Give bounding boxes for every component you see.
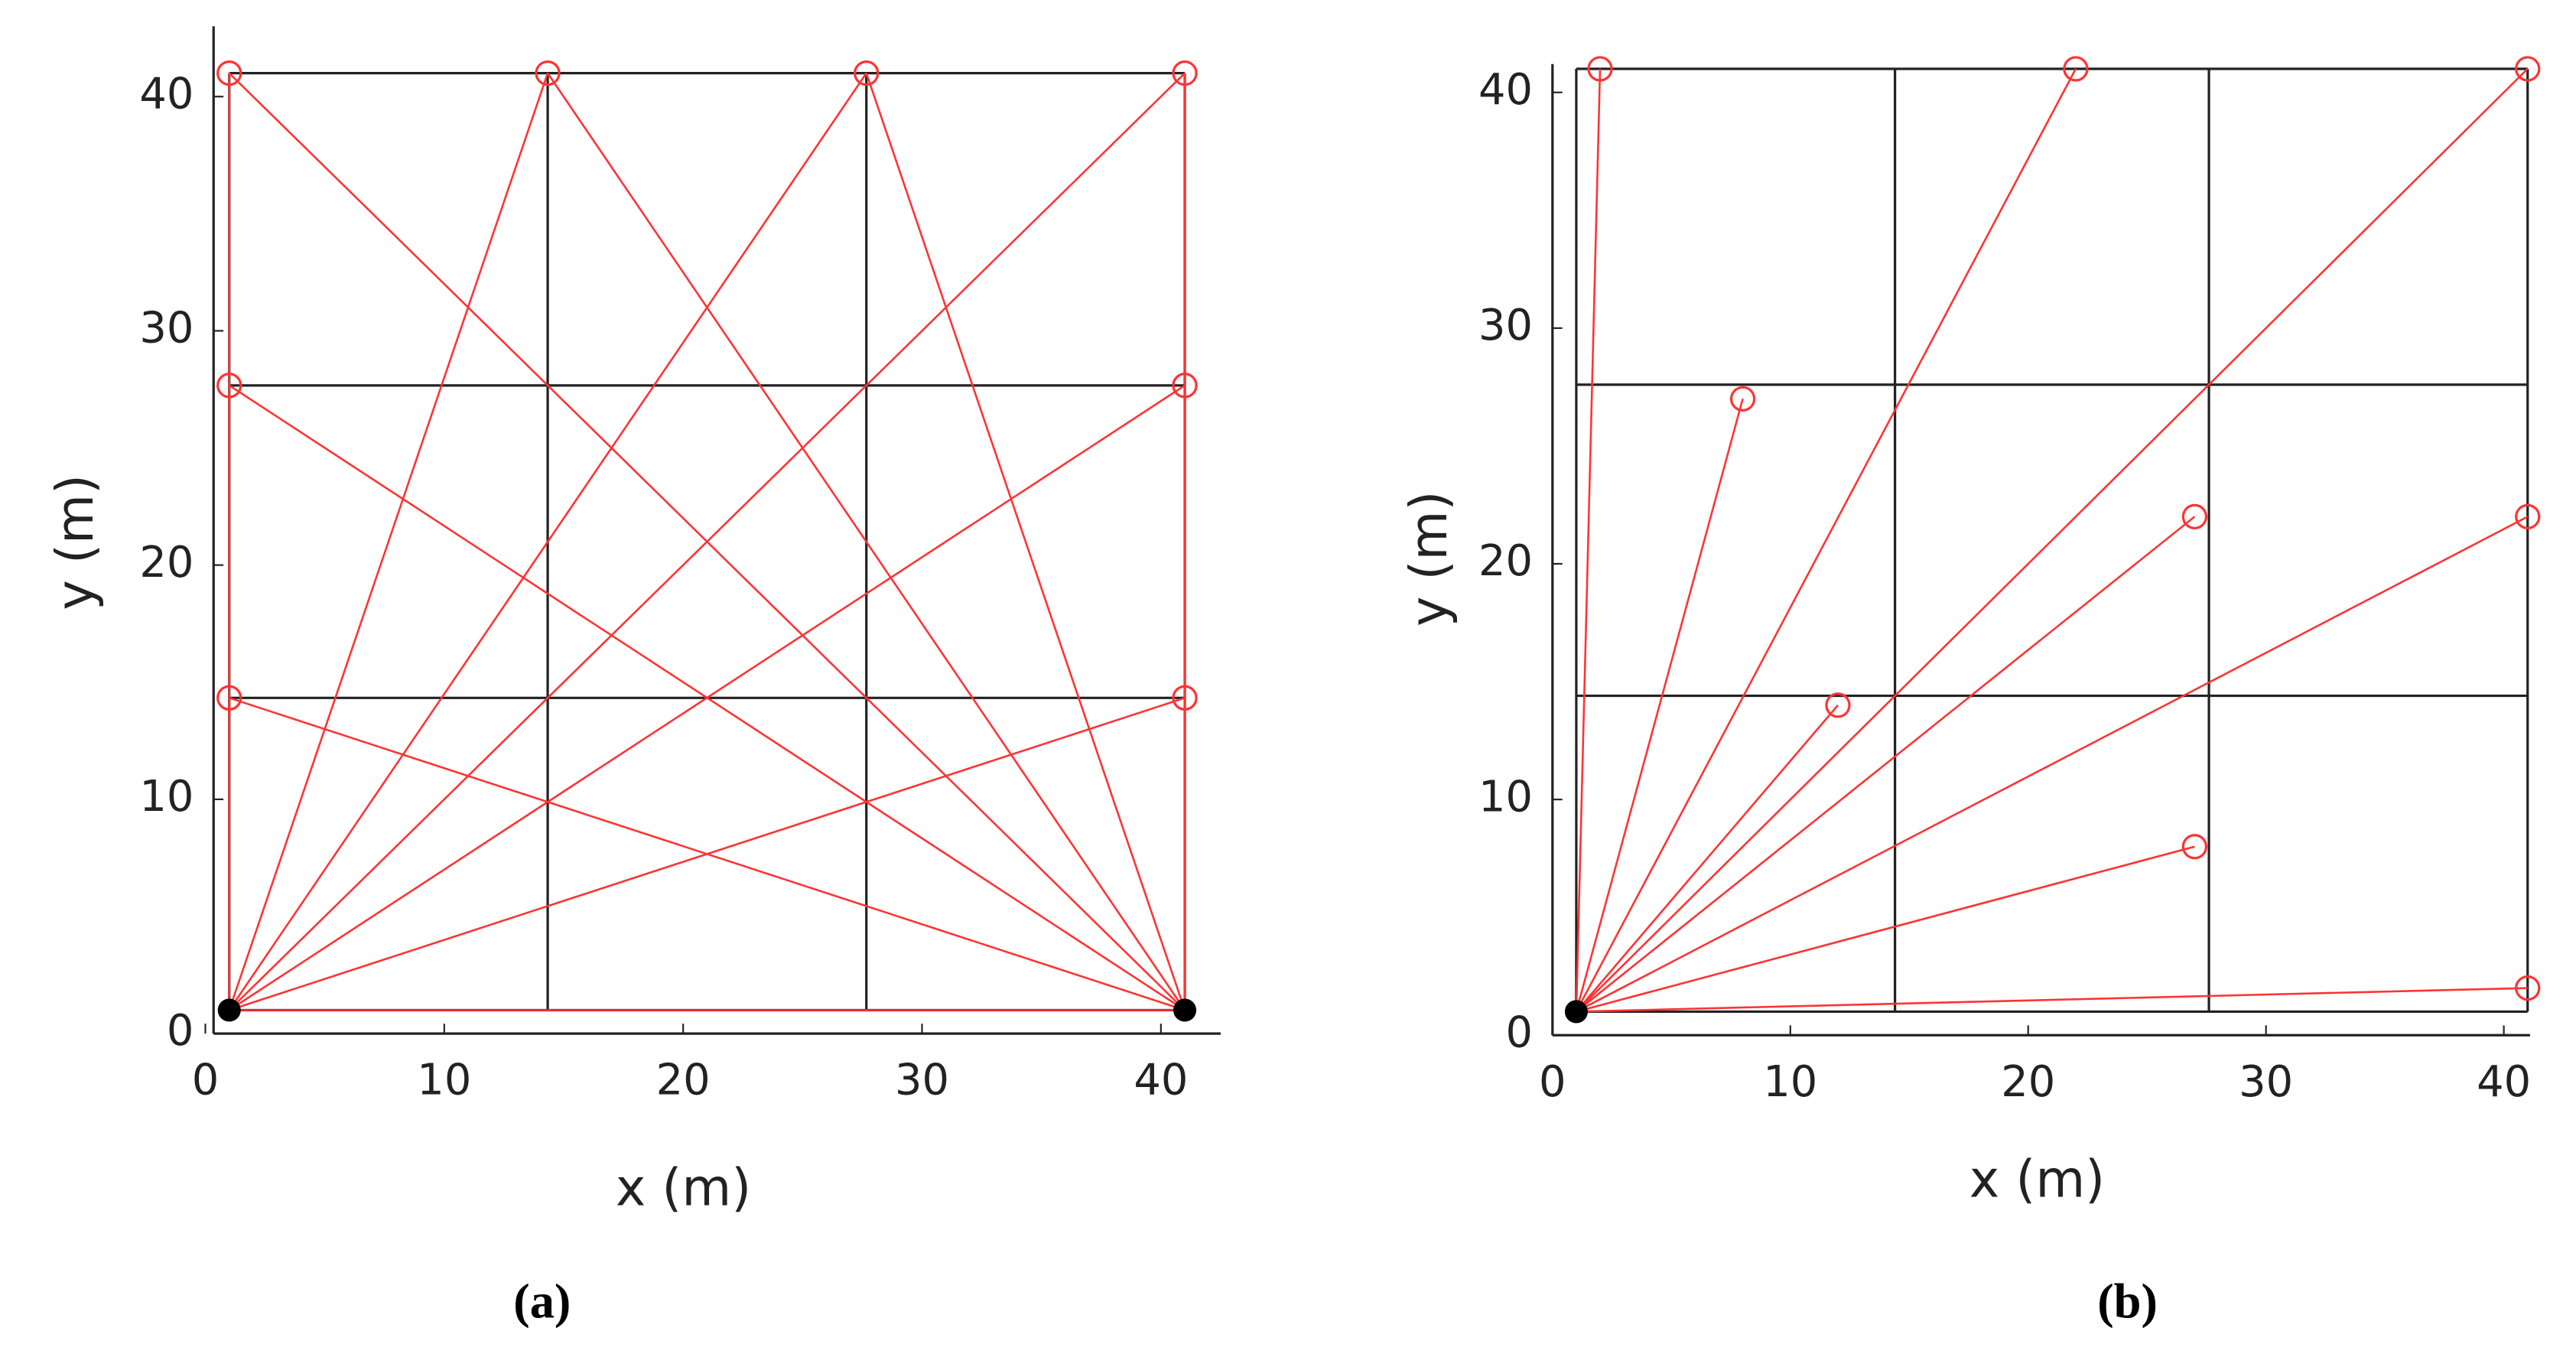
x-axis-label: x (m) — [616, 1157, 751, 1217]
x-tick-label: 10 — [417, 1056, 471, 1105]
y-tick-label: 10 — [139, 772, 194, 822]
anchor-point — [1564, 1000, 1588, 1024]
target-point — [1172, 373, 1198, 399]
x-tick-label: 20 — [656, 1056, 711, 1105]
link-line — [1576, 987, 2528, 1013]
y-tick-label: 20 — [1478, 536, 1533, 586]
target-point — [854, 60, 880, 86]
x-tick-label: 0 — [192, 1056, 220, 1105]
link-line — [228, 72, 867, 1011]
y-tick-label: 30 — [1478, 301, 1533, 350]
link-line — [1575, 68, 2077, 1013]
link-line — [1575, 705, 1839, 1013]
y-tick-label: 20 — [139, 538, 194, 587]
x-tick-label: 0 — [1539, 1057, 1566, 1107]
link-line — [547, 72, 1186, 1011]
target-point — [1172, 60, 1198, 86]
y-tick-label: 40 — [139, 69, 194, 119]
link-line — [1576, 516, 2196, 1013]
target-point — [535, 60, 561, 86]
x-tick-label: 10 — [1763, 1057, 1817, 1107]
target-point — [2181, 834, 2208, 860]
target-point — [1587, 56, 1613, 82]
link-line — [229, 697, 1186, 1011]
link-line — [1576, 845, 2195, 1013]
x-tick-label: 30 — [895, 1056, 949, 1105]
link-line — [228, 73, 549, 1011]
link-line — [1575, 399, 1744, 1012]
target-point — [216, 373, 242, 399]
y-tick-label: 40 — [1478, 65, 1533, 115]
anchor-point — [1173, 998, 1197, 1022]
x-tick-label: 20 — [2001, 1057, 2055, 1107]
x-axis-label: x (m) — [1969, 1150, 2105, 1209]
target-point — [2515, 56, 2541, 82]
x-tick-label: 40 — [1134, 1056, 1188, 1105]
target-point — [1172, 685, 1198, 711]
link-line — [1575, 68, 1602, 1012]
target-point — [2181, 503, 2208, 530]
y-axis-label: y (m) — [45, 474, 105, 610]
link-line — [1576, 68, 2529, 1013]
target-point — [2063, 56, 2089, 82]
y-tick-label: 10 — [1478, 772, 1533, 822]
y-tick-label: 30 — [139, 304, 194, 353]
target-point — [2515, 503, 2541, 530]
link-line — [1576, 516, 2529, 1013]
x-tick-label: 30 — [2239, 1057, 2293, 1107]
target-point — [216, 685, 242, 711]
caption: (b) — [2097, 1274, 2158, 1328]
link-line — [228, 72, 1186, 1011]
anchor-point — [217, 998, 241, 1022]
y-tick-label: 0 — [167, 1006, 194, 1056]
y-tick-label: 0 — [1506, 1007, 1534, 1057]
y-axis-label: y (m) — [1399, 491, 1459, 627]
link-line — [229, 384, 1186, 1011]
caption: (a) — [513, 1274, 571, 1328]
x-tick-label: 40 — [2477, 1057, 2531, 1107]
target-point — [1729, 386, 1756, 412]
target-point — [216, 60, 242, 86]
link-line — [865, 73, 1186, 1011]
target-point — [1825, 692, 1851, 718]
target-point — [2515, 975, 2541, 1001]
